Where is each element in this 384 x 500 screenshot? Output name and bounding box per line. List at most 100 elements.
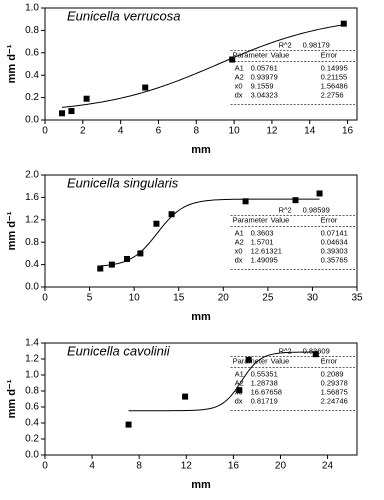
x-tick-label: 4 — [89, 461, 95, 472]
param-header: Parameter — [233, 356, 269, 365]
param-header: Value — [271, 215, 290, 224]
fit-curve — [61, 24, 344, 108]
param-value: 0.3603 — [251, 228, 274, 237]
y-tick-label: 0.6 — [25, 47, 39, 58]
x-tick-label: 2 — [80, 126, 86, 137]
param-value: 1.49095 — [251, 255, 278, 264]
y-tick-label: 0.0 — [25, 282, 39, 293]
chart-panel: Eunicella verrucosa 0 2 4 6 8 10 12 14 16 0.0 0.2 0.… — [6, 3, 358, 156]
param-error: 0.14995 — [321, 64, 348, 73]
chart-title: Eunicella verrucosa — [67, 8, 180, 23]
param-name: dx — [235, 255, 243, 264]
chart-panel: Eunicella cavolinii 0 4 8 12 16 20 24 0.0 0.2 0.4 0… — [6, 338, 358, 491]
x-tick-label: 12 — [266, 126, 278, 137]
data-point — [316, 190, 323, 197]
chart-panel: Eunicella singularis 0 5 10 15 20 25 30 35 0.0 0.4… — [6, 170, 363, 323]
x-tick-label: 5 — [87, 293, 93, 304]
y-axis-label: mm d⁻¹ — [6, 379, 18, 418]
x-axis-label: mm — [191, 144, 211, 156]
x-tick-label: 20 — [275, 461, 287, 472]
x-tick-label: 20 — [218, 293, 230, 304]
param-name: A2 — [235, 378, 244, 387]
param-name: A1 — [235, 369, 244, 378]
param-header: Parameter — [233, 51, 269, 60]
y-tick-label: 1.2 — [25, 214, 39, 225]
param-name: dx — [235, 91, 243, 100]
data-point — [137, 250, 144, 257]
y-tick-label: 0.6 — [25, 402, 39, 413]
param-error: 0.39303 — [321, 246, 348, 255]
y-tick-label: 0.2 — [25, 92, 39, 103]
param-value: 0.81719 — [251, 396, 278, 405]
data-point — [68, 108, 75, 115]
plot-frame — [44, 174, 358, 288]
param-name: dx — [235, 396, 243, 405]
data-point — [142, 84, 149, 91]
r2-label: R^2 — [279, 41, 292, 50]
r2-value: 0.98179 — [303, 41, 330, 50]
param-value: 1.28738 — [251, 378, 278, 387]
y-tick-label: 1.0 — [25, 370, 39, 381]
y-tick-label: 2.0 — [25, 170, 39, 181]
data-point — [168, 211, 175, 218]
param-value: 3.04323 — [251, 91, 278, 100]
x-tick-label: 16 — [228, 461, 240, 472]
x-tick-label: 8 — [193, 126, 199, 137]
x-tick-label: 12 — [181, 461, 193, 472]
data-point — [125, 421, 132, 428]
param-error: 0.29378 — [321, 378, 348, 387]
param-name: A2 — [235, 73, 244, 82]
x-tick-label: 15 — [173, 293, 185, 304]
x-tick-label: 0 — [42, 461, 48, 472]
y-tick-label: 0.8 — [25, 386, 39, 397]
y-tick-label: 0.8 — [25, 25, 39, 36]
x-tick-label: 30 — [307, 293, 319, 304]
x-tick-label: 16 — [342, 126, 354, 137]
param-name: A1 — [235, 228, 244, 237]
param-header: Error — [321, 215, 338, 224]
param-error: 1.56875 — [321, 387, 348, 396]
x-tick-label: 10 — [229, 126, 241, 137]
r2-value: 0.83609 — [303, 346, 330, 355]
y-axis-label: mm d⁻¹ — [6, 211, 18, 250]
data-point — [292, 197, 299, 204]
param-value: 12.61321 — [251, 246, 282, 255]
param-value: 0.93979 — [251, 73, 278, 82]
x-tick-label: 8 — [136, 461, 142, 472]
param-value: 1.5701 — [251, 237, 274, 246]
param-error: 0.07141 — [321, 228, 348, 237]
x-tick-label: 0 — [42, 293, 48, 304]
y-tick-label: 1.6 — [25, 192, 39, 203]
r2-label: R^2 — [279, 205, 292, 214]
param-header: Value — [271, 51, 290, 60]
param-error: 2.2756 — [321, 91, 344, 100]
y-axis-label: mm d⁻¹ — [6, 44, 18, 83]
y-tick-label: 0.4 — [25, 259, 39, 270]
x-axis-label: mm — [191, 311, 211, 323]
x-tick-label: 6 — [156, 126, 162, 137]
param-value: 0.05761 — [251, 64, 278, 73]
param-error: 2.24746 — [321, 396, 348, 405]
fit-curve — [128, 351, 316, 412]
y-tick-label: 0.2 — [25, 434, 39, 445]
param-name: x0 — [235, 387, 243, 396]
data-point — [236, 387, 243, 394]
x-tick-label: 35 — [351, 293, 363, 304]
x-tick-label: 24 — [322, 461, 334, 472]
param-header: Error — [321, 51, 338, 60]
data-point — [242, 198, 249, 205]
data-point — [83, 95, 90, 102]
plot-frame — [44, 7, 358, 121]
data-point — [340, 20, 347, 27]
x-tick-label: 0 — [42, 126, 48, 137]
param-header: Parameter — [233, 215, 269, 224]
data-point — [59, 110, 66, 117]
param-value: 9.1559 — [251, 82, 274, 91]
param-header: Error — [321, 356, 338, 365]
x-tick-label: 25 — [262, 293, 274, 304]
data-point — [124, 256, 131, 262]
y-tick-label: 1.2 — [25, 354, 39, 365]
data-point — [312, 351, 319, 358]
chart-title: Eunicella singularis — [67, 175, 179, 190]
y-tick-label: 0.0 — [25, 450, 39, 461]
